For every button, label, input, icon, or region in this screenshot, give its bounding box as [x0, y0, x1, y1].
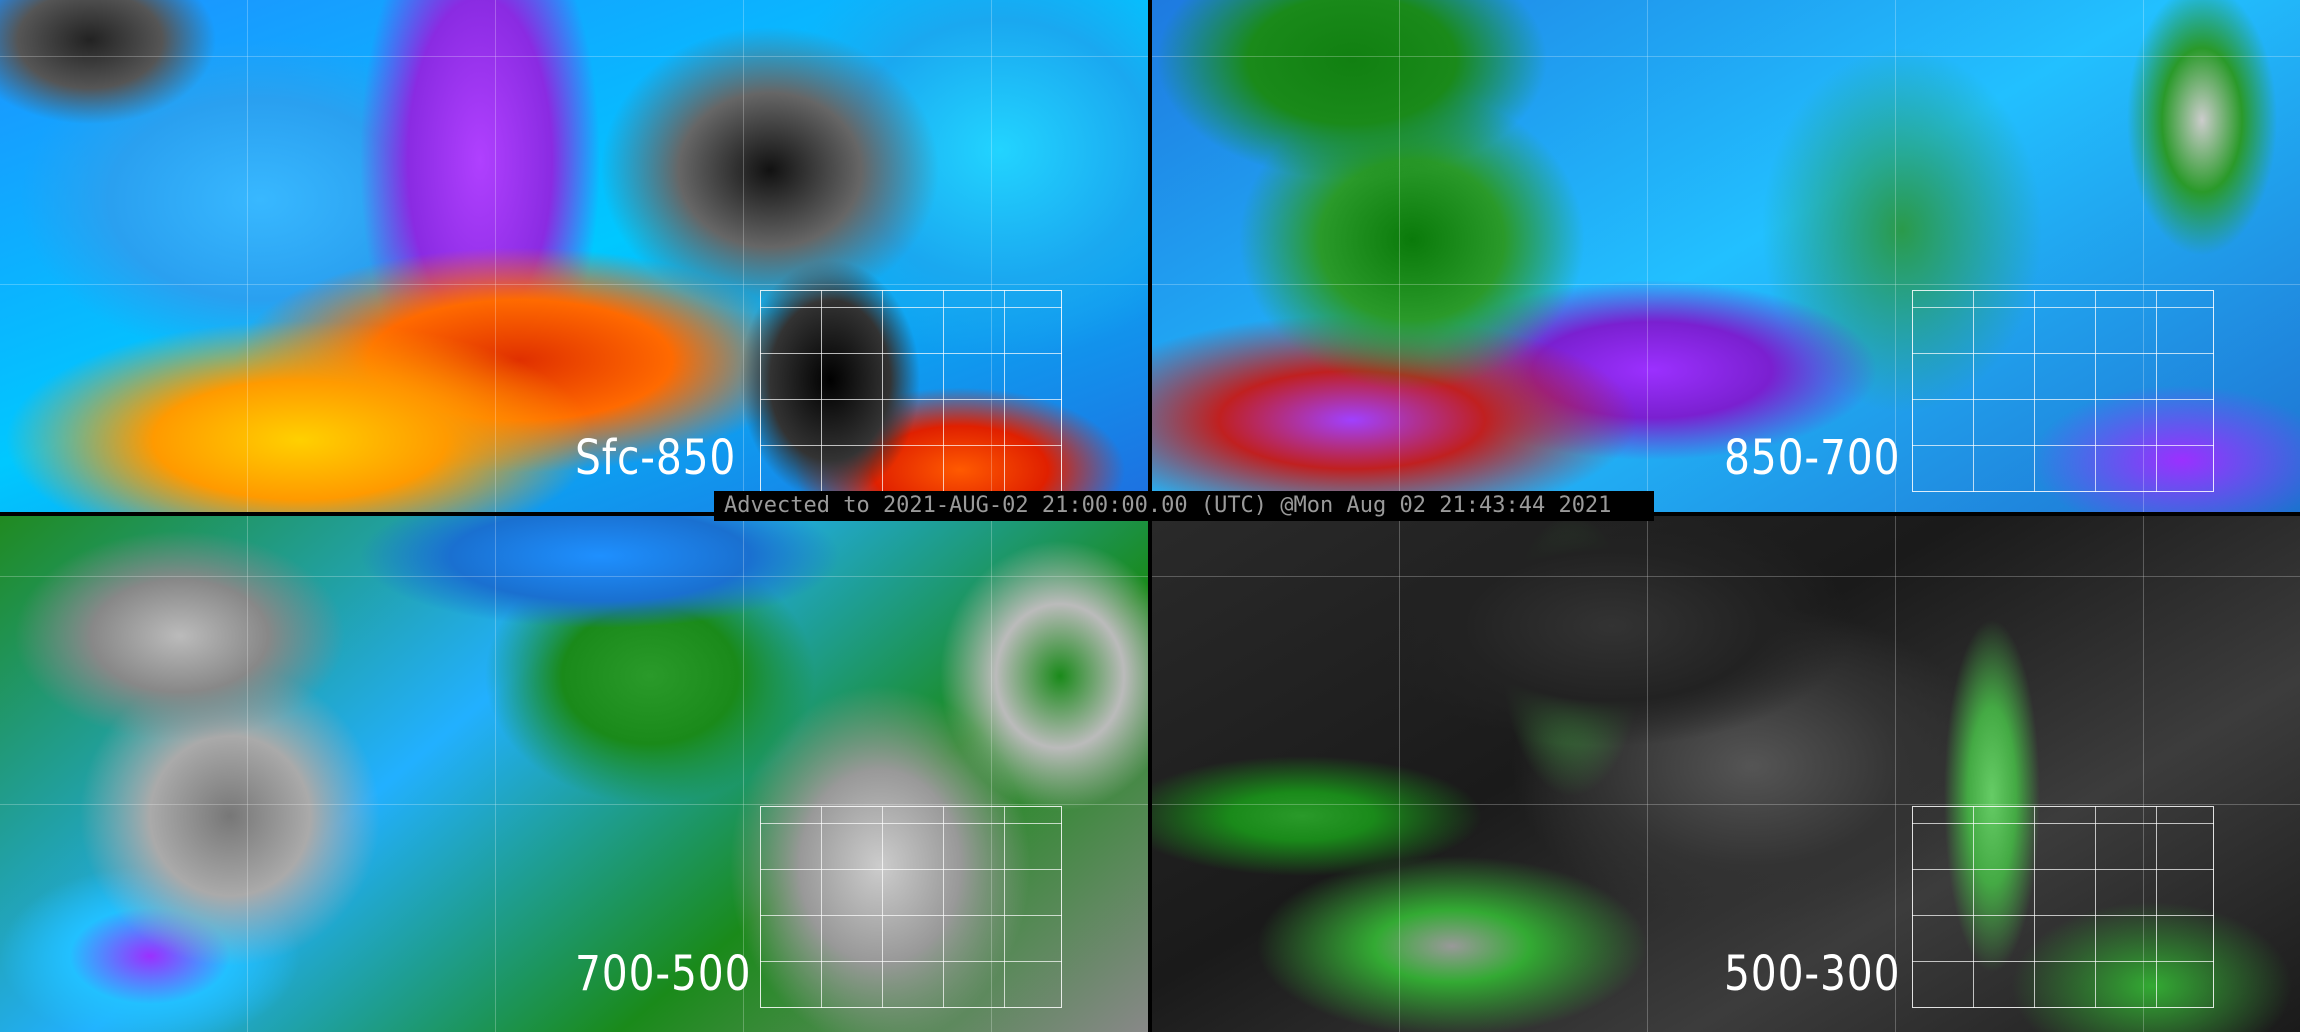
panel-850-700: 850-700 — [1152, 0, 2300, 512]
panel-label: Sfc-850 — [575, 430, 737, 486]
timestamp-banner: Advected to 2021-AUG-02 21:00:00.00 (UTC… — [714, 491, 1654, 521]
state-boundaries — [760, 806, 1062, 1008]
state-boundaries — [1912, 290, 2214, 492]
panel-label: 700-500 — [575, 946, 752, 1002]
panel-700-500: 700-500 — [0, 516, 1148, 1032]
panel-sfc-850: Sfc-850 — [0, 0, 1148, 512]
panel-label: 850-700 — [1724, 430, 1901, 486]
state-boundaries — [760, 290, 1062, 492]
state-boundaries — [1912, 806, 2214, 1008]
panel-label: 500-300 — [1724, 946, 1901, 1002]
panel-500-300: 500-300 — [1152, 516, 2300, 1032]
